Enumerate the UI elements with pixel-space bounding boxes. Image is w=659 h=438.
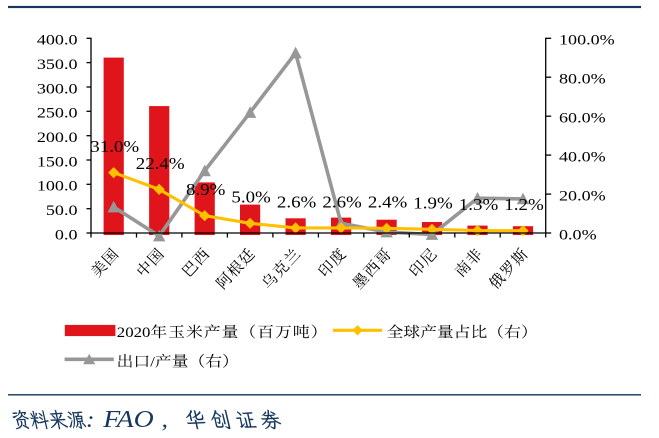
svg-text:8.9%: 8.9% [186, 180, 225, 199]
svg-text:150.0: 150.0 [37, 153, 78, 170]
svg-text:40.0%: 40.0% [559, 148, 606, 165]
svg-text:250.0: 250.0 [37, 104, 78, 121]
svg-text:1.3%: 1.3% [459, 195, 498, 214]
svg-text:100.0%: 100.0% [559, 31, 615, 48]
svg-text:80.0%: 80.0% [559, 70, 606, 87]
svg-text:200.0: 200.0 [37, 128, 78, 145]
svg-text:300.0: 300.0 [37, 80, 78, 97]
svg-text:350.0: 350.0 [37, 55, 78, 72]
svg-text:20.0%: 20.0% [559, 187, 606, 204]
svg-text:5.0%: 5.0% [231, 187, 270, 206]
svg-text:2.4%: 2.4% [368, 192, 407, 211]
svg-text:60.0%: 60.0% [559, 109, 606, 126]
svg-text:0.0: 0.0 [55, 226, 78, 243]
svg-text:50.0: 50.0 [46, 201, 78, 218]
svg-text:1.2%: 1.2% [504, 195, 543, 214]
svg-text:2.6%: 2.6% [322, 192, 361, 211]
svg-text:0.0%: 0.0% [559, 226, 597, 243]
svg-text::: : [86, 407, 95, 432]
svg-text:400.0: 400.0 [37, 31, 78, 48]
svg-text:1.9%: 1.9% [413, 193, 452, 212]
svg-text:2020: 2020 [117, 325, 151, 341]
svg-text:31.0%: 31.0% [90, 137, 139, 156]
svg-text:2.6%: 2.6% [277, 192, 316, 211]
svg-text:FAO: FAO [102, 406, 154, 433]
svg-text:,: , [162, 407, 168, 432]
svg-text:/: / [150, 354, 155, 370]
svg-text:22.4%: 22.4% [136, 154, 185, 173]
svg-text:100.0: 100.0 [37, 177, 78, 194]
